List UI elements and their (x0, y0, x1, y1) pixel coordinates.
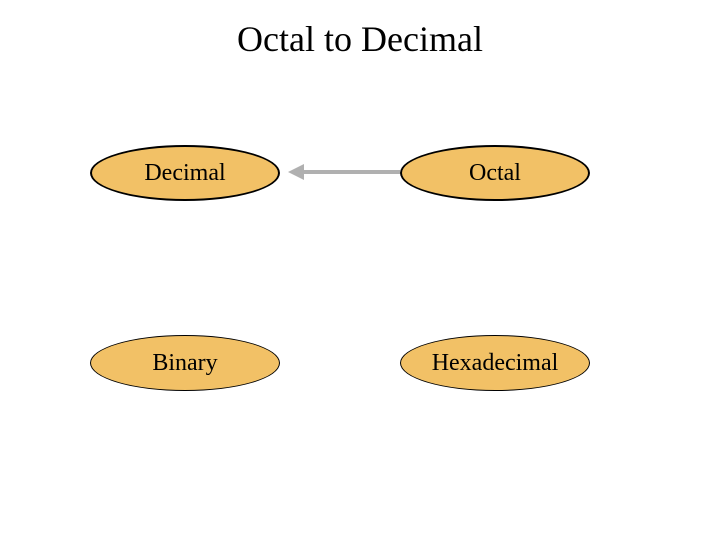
node-decimal-label: Decimal (144, 160, 225, 187)
node-decimal: Decimal (90, 145, 280, 201)
arrow-octal-to-decimal-head (288, 164, 304, 180)
node-hexadecimal-label: Hexadecimal (432, 350, 559, 377)
slide-title-text: Octal to Decimal (237, 19, 483, 59)
node-hexadecimal: Hexadecimal (400, 335, 590, 391)
node-octal-label: Octal (469, 160, 521, 187)
node-binary: Binary (90, 335, 280, 391)
node-binary-label: Binary (152, 350, 217, 377)
slide-title: Octal to Decimal (0, 18, 720, 60)
arrow-octal-to-decimal-line (304, 170, 400, 174)
node-octal: Octal (400, 145, 590, 201)
